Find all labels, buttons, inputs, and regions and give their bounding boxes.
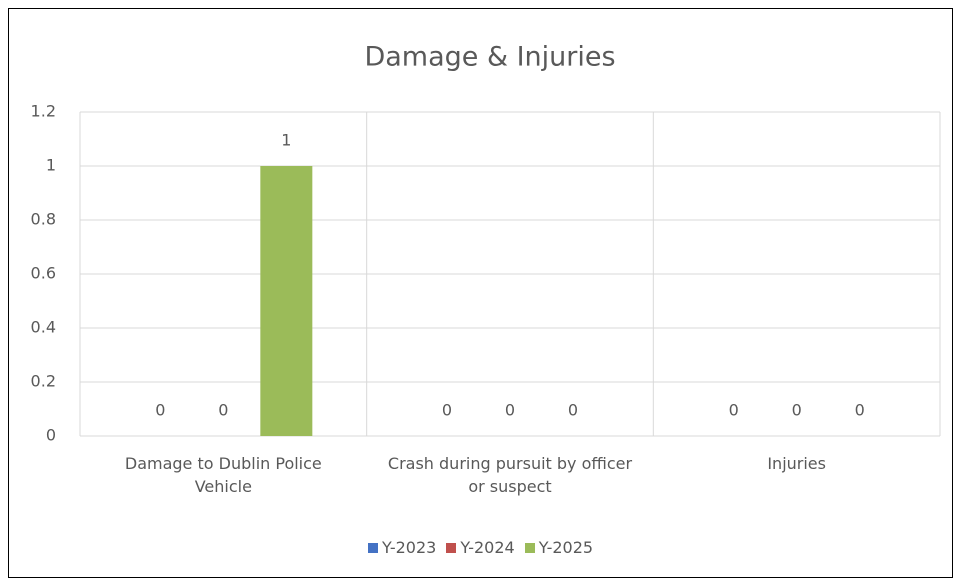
x-tick-label: Injuries — [767, 454, 826, 473]
legend-label: Y-2024 — [460, 538, 515, 557]
chart-border — [8, 8, 953, 578]
data-label: 0 — [505, 401, 515, 420]
y-tick-label: 1.2 — [31, 102, 56, 121]
y-tick-label: 0 — [46, 426, 56, 445]
data-label: 0 — [218, 401, 228, 420]
y-tick-label: 1 — [46, 156, 56, 175]
y-tick-label: 0.4 — [31, 318, 56, 337]
y-tick-label: 0.6 — [31, 264, 56, 283]
legend-item: Y-2025 — [524, 538, 594, 557]
data-label: 0 — [568, 401, 578, 420]
x-tick-label: Damage to Dublin Police Vehicle — [124, 454, 322, 496]
x-tick-label: Crash during pursuit by officer or suspe… — [387, 454, 633, 496]
legend-item: Y-2024 — [446, 538, 515, 557]
data-label: 0 — [792, 401, 802, 420]
y-tick-label: 0.8 — [31, 210, 56, 229]
y-tick-label: 0.2 — [31, 372, 56, 391]
data-label: 0 — [442, 401, 452, 420]
legend-swatch — [524, 542, 535, 553]
bar — [260, 166, 313, 436]
chart-title: Damage & Injuries — [364, 42, 615, 73]
data-label: 0 — [155, 401, 165, 420]
legend-label: Y-2025 — [538, 538, 594, 557]
legend-swatch — [367, 542, 378, 553]
data-label: 0 — [729, 401, 739, 420]
data-label: 1 — [281, 131, 291, 150]
legend: Y-2023 Y-2024 Y-2025 — [8, 538, 953, 557]
data-label: 0 — [855, 401, 865, 420]
legend-label: Y-2023 — [381, 538, 437, 557]
legend-swatch — [446, 542, 457, 553]
legend-item: Y-2023 — [367, 538, 437, 557]
